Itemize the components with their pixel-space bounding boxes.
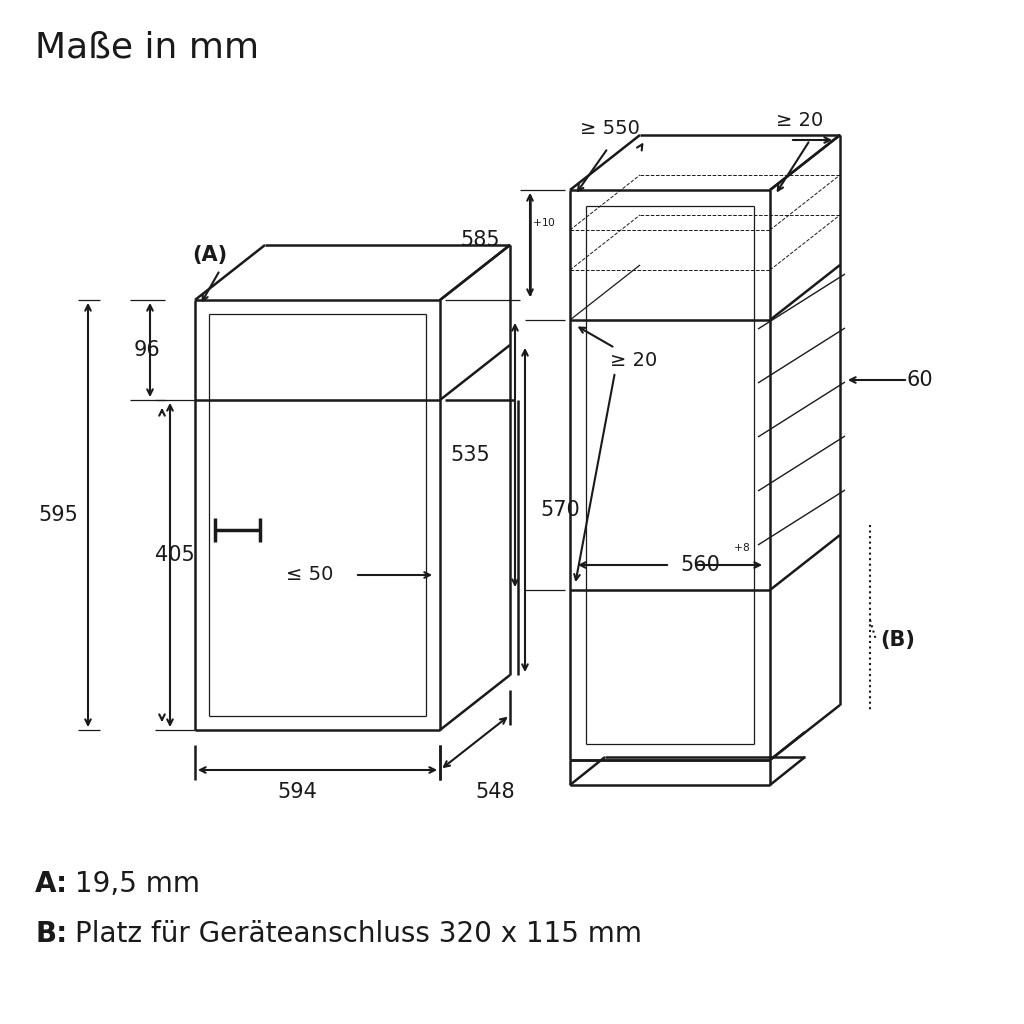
Text: 585: 585 [461,230,500,250]
Text: 96: 96 [133,340,160,360]
Text: 60: 60 [906,370,933,390]
Text: $^{+10}$: $^{+10}$ [532,219,556,234]
Text: Maße in mm: Maße in mm [35,30,259,63]
Text: (A): (A) [193,245,227,265]
Text: 595: 595 [38,505,78,525]
Text: (B): (B) [880,630,914,650]
Text: $^{+8}$: $^{+8}$ [733,545,751,559]
Text: 594: 594 [278,782,317,802]
Text: 405: 405 [155,545,195,565]
Text: A:: A: [35,870,69,898]
Text: 560: 560 [680,555,720,575]
Text: 548: 548 [475,782,515,802]
Text: ≥ 20: ≥ 20 [610,350,657,370]
Text: ≥ 550: ≥ 550 [581,119,640,137]
Text: ≤ 50: ≤ 50 [287,565,334,585]
Text: B:: B: [35,920,68,948]
Text: ≥ 20: ≥ 20 [776,111,823,129]
Text: Platz für Geräteanschluss 320 x 115 mm: Platz für Geräteanschluss 320 x 115 mm [75,920,642,948]
Text: 19,5 mm: 19,5 mm [75,870,200,898]
Text: 570: 570 [540,500,580,520]
Text: 535: 535 [451,445,490,465]
